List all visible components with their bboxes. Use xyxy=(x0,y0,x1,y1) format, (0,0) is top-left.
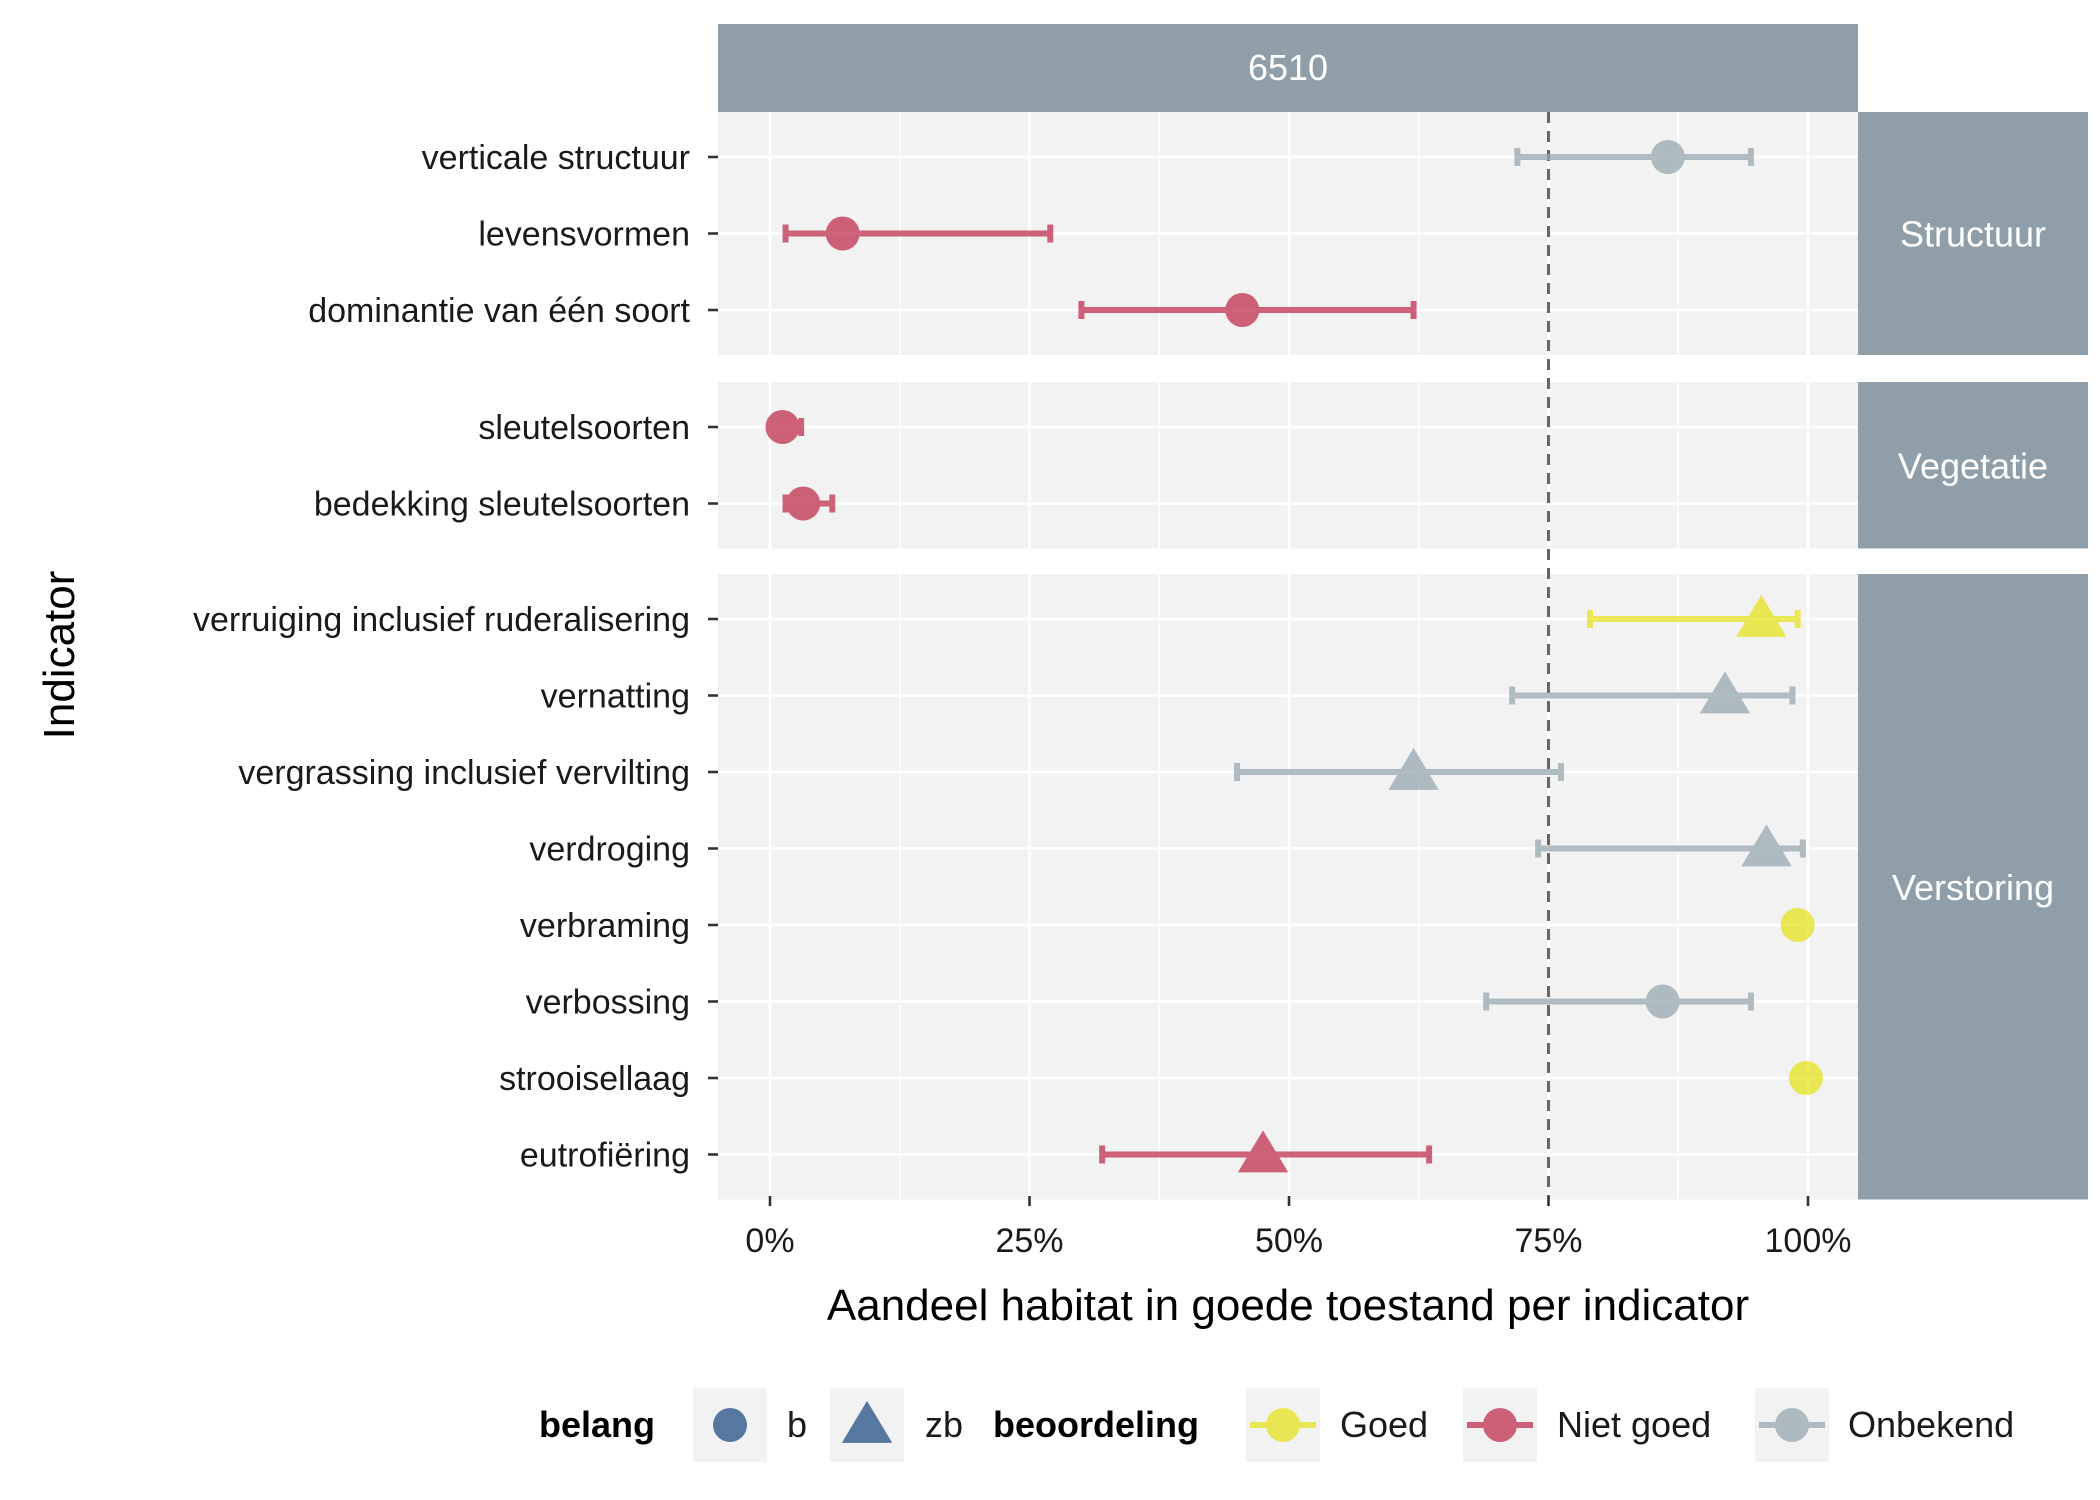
point-circle xyxy=(765,410,800,444)
legend-label-belang: zb xyxy=(925,1404,963,1445)
y-tick-label: strooisellaag xyxy=(499,1060,690,1098)
x-tick-label: 0% xyxy=(745,1222,794,1260)
data-point-verbraming xyxy=(1780,908,1815,942)
data-point-verdroging xyxy=(1535,824,1806,867)
point-circle xyxy=(1780,908,1815,942)
x-axis-title: Aandeel habitat in goede toestand per in… xyxy=(827,1281,1749,1330)
y-axis-title: Indicator xyxy=(35,571,84,740)
point-circle xyxy=(1650,140,1685,174)
x-tick-label: 100% xyxy=(1765,1222,1852,1260)
point-circle xyxy=(1788,1061,1823,1095)
point-circle xyxy=(1645,984,1680,1019)
point-triangle xyxy=(1736,594,1787,637)
point-circle xyxy=(786,486,821,521)
legend-title-belang: belang xyxy=(539,1404,655,1445)
facet-strip xyxy=(718,24,1858,112)
legend-triangle-icon xyxy=(841,1400,893,1443)
group-strip xyxy=(1858,112,2088,355)
y-tick-label: bedekking sleutelsoorten xyxy=(314,486,690,524)
legend-key-onbekend xyxy=(1759,1408,1825,1442)
data-point-verbossing xyxy=(1483,984,1754,1019)
data-point-eutrofi-ring xyxy=(1099,1130,1433,1173)
legend-label-beoordeling: Niet goed xyxy=(1557,1404,1711,1445)
group-strip xyxy=(1858,382,2088,549)
y-tick-label: sleutelsoorten xyxy=(478,409,690,447)
group-label: Vegetatie xyxy=(1898,445,2048,486)
data-point-vernatting xyxy=(1509,671,1796,714)
x-tick-label: 25% xyxy=(995,1222,1063,1260)
legend-label-beoordeling: Goed xyxy=(1340,1404,1428,1445)
point-circle xyxy=(825,216,860,251)
legend-label-beoordeling: Onbekend xyxy=(1848,1404,2014,1445)
data-point-levensvormen xyxy=(782,216,1054,251)
data-point-sleutelsoorten xyxy=(765,410,805,444)
point-triangle xyxy=(1237,1130,1289,1173)
y-tick-label: vergrassing inclusief vervilting xyxy=(238,754,690,792)
y-tick-label: verbossing xyxy=(526,984,690,1022)
x-tick-label: 75% xyxy=(1514,1222,1582,1260)
y-tick-label: levensvormen xyxy=(478,216,690,254)
point-circle xyxy=(1225,293,1260,327)
facet-title: 6510 xyxy=(1248,47,1328,88)
data-point-verruiging-inclusief-ruderalisering xyxy=(1587,594,1801,637)
y-tick-label: eutrofiëring xyxy=(520,1137,690,1175)
legend-circle-icon xyxy=(713,1408,747,1442)
group-label: Structuur xyxy=(1900,214,2046,255)
legend-title-beoordeling: beoordeling xyxy=(993,1404,1199,1445)
data-point-vergrassing-inclusief-vervilting xyxy=(1234,747,1564,790)
y-tick-label: vernatting xyxy=(541,678,690,716)
y-tick-label: verruiging inclusief ruderalisering xyxy=(193,601,690,639)
data-point-verticale-structuur xyxy=(1514,140,1754,174)
data-point-strooisellaag xyxy=(1788,1061,1823,1095)
data-point-bedekking-sleutelsoorten xyxy=(782,486,836,521)
point-triangle xyxy=(1741,824,1792,867)
group-label: Verstoring xyxy=(1892,867,2054,908)
y-tick-label: verticale structuur xyxy=(422,139,690,177)
point-triangle xyxy=(1699,671,1751,714)
data-point-dominantie-van-n-soort xyxy=(1078,293,1417,327)
legend-label-belang: b xyxy=(787,1404,807,1445)
group-strip xyxy=(1858,574,2088,1200)
legend-key-goed xyxy=(1250,1408,1316,1442)
y-tick-label: dominantie van één soort xyxy=(308,292,690,330)
point-triangle xyxy=(1388,747,1439,790)
y-tick-label: verdroging xyxy=(529,831,690,869)
x-tick-label: 50% xyxy=(1255,1222,1323,1260)
y-tick-label: verbraming xyxy=(520,907,690,945)
legend-key-niet-goed xyxy=(1467,1408,1533,1442)
